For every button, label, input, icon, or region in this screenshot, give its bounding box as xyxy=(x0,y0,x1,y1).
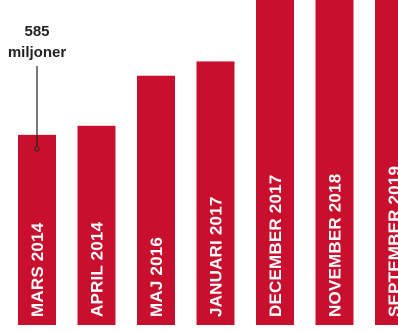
bar-april-2014 xyxy=(77,125,116,326)
bar-mars-2014 xyxy=(18,134,56,325)
annotation-unit: miljoner xyxy=(8,44,67,61)
tick-label-september-2019: SEPTEMBER 2019 xyxy=(385,166,398,317)
bar-labels-group: MARS 2014 APRIL 2014 MAJ 2016 JANUARI 2017 D… xyxy=(28,166,398,317)
bar-maj-2016 xyxy=(137,75,175,325)
tick-label-maj-2016: MAJ 2016 xyxy=(147,237,166,317)
bars-group xyxy=(18,0,398,326)
annotation-group: 585 miljoner xyxy=(8,23,67,152)
annotation-value: 585 xyxy=(24,23,49,40)
tick-label-november-2018: NOVEMBER 2018 xyxy=(326,174,345,317)
bar-januari-2017 xyxy=(196,61,235,326)
tick-label-april-2014: APRIL 2014 xyxy=(88,221,107,317)
tick-label-januari-2017: JANUARI 2017 xyxy=(207,196,226,317)
bar-december-2017 xyxy=(256,0,294,325)
annotation-dot xyxy=(34,146,40,152)
tick-label-mars-2014: MARS 2014 xyxy=(28,222,47,317)
bar-november-2018 xyxy=(315,0,354,325)
bar-september-2019 xyxy=(375,0,398,325)
tick-label-december-2017: DECEMBER 2017 xyxy=(266,175,285,317)
